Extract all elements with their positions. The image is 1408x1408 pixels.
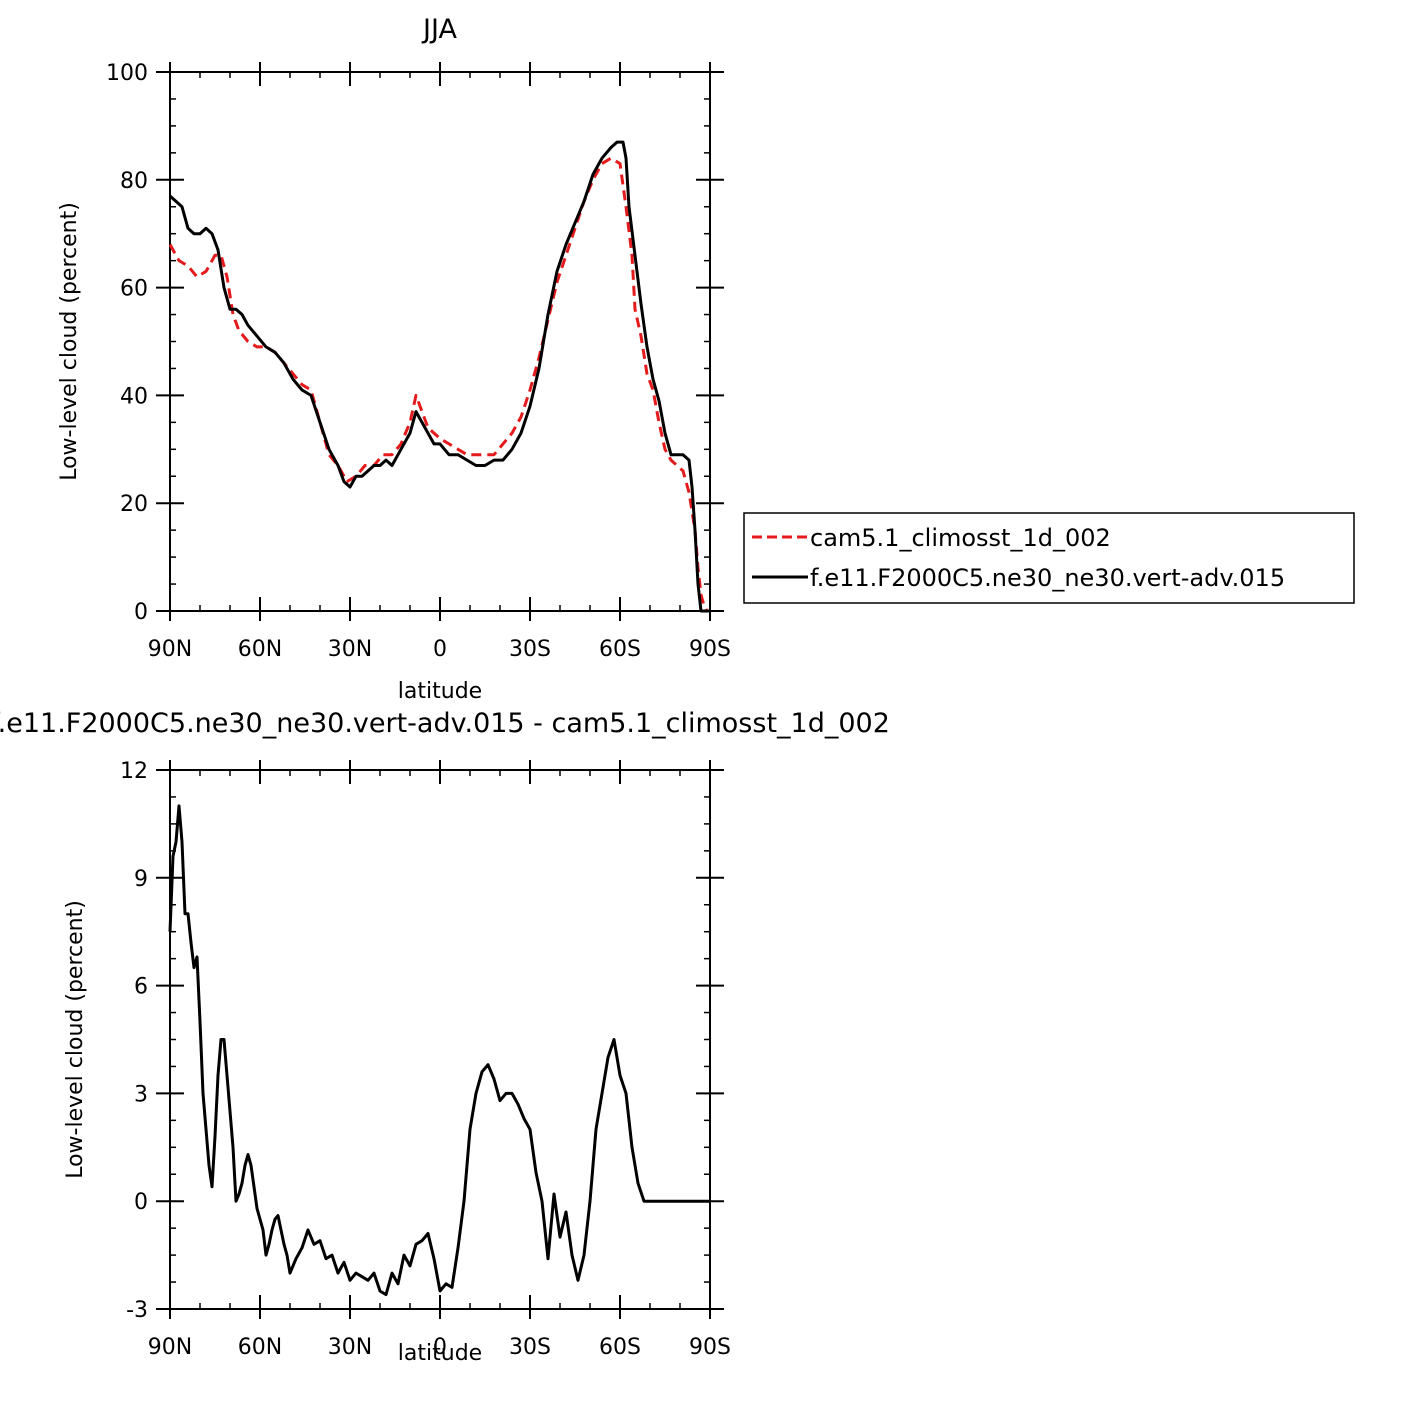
legend-label: f.e11.F2000C5.ne30_ne30.vert-adv.015 (810, 564, 1285, 592)
chart-title: JJA (421, 14, 457, 45)
x-tick-label: 90N (148, 637, 192, 662)
y-tick-label: 6 (134, 975, 148, 1000)
x-tick-label: 90S (689, 637, 731, 662)
y-tick-label: 80 (120, 169, 148, 194)
y-tick-label: -3 (126, 1298, 148, 1323)
y-axis-label: Low-level cloud (percent) (63, 900, 88, 1179)
x-tick-label: 0 (433, 1335, 447, 1360)
y-tick-label: 0 (134, 1190, 148, 1215)
chart-title: f.e11.F2000C5.ne30_ne30.vert-adv.015 - c… (0, 708, 890, 739)
y-tick-label: 20 (120, 492, 148, 517)
y-tick-label: 0 (134, 600, 148, 625)
x-tick-label: 30N (328, 637, 372, 662)
x-axis-label: latitude (398, 1341, 482, 1366)
top-panel: JJA 90N 60N 30N 0 30S 60S 90S 0 20 40 60 80 100 latitu… (57, 14, 1355, 704)
y-tick-label: 3 (134, 1082, 148, 1107)
legend-label: cam5.1_climosst_1d_002 (810, 524, 1111, 552)
plot-frame (169, 71, 711, 612)
y-tick-label: 100 (106, 61, 148, 86)
x-tick-label: 60S (599, 637, 641, 662)
y-tick-label: 40 (120, 384, 148, 409)
x-tick-label: 90S (689, 1335, 731, 1360)
x-tick-label: 90N (148, 1335, 192, 1360)
x-tick-label: 60N (238, 637, 282, 662)
y-tick-label: 60 (120, 277, 148, 302)
legend-box (743, 512, 1355, 604)
x-tick-label: 30N (328, 1335, 372, 1360)
plot-frame (169, 769, 711, 1310)
series-line-1 (168, 140, 710, 613)
bottom-panel: f.e11.F2000C5.ne30_ne30.vert-adv.015 - c… (0, 708, 890, 1366)
y-tick-label: 9 (134, 867, 148, 892)
x-tick-label: 30S (509, 1335, 551, 1360)
series-line-0 (168, 804, 710, 1297)
x-tick-label: 60S (599, 1335, 641, 1360)
x-axis-label: latitude (398, 679, 482, 704)
y-tick-label: 12 (120, 759, 148, 784)
x-tick-label: 60N (238, 1335, 282, 1360)
x-tick-label: 30S (509, 637, 551, 662)
y-axis-label: Low-level cloud (percent) (57, 202, 82, 481)
x-tick-label: 0 (433, 637, 447, 662)
series-line-0 (168, 156, 710, 613)
